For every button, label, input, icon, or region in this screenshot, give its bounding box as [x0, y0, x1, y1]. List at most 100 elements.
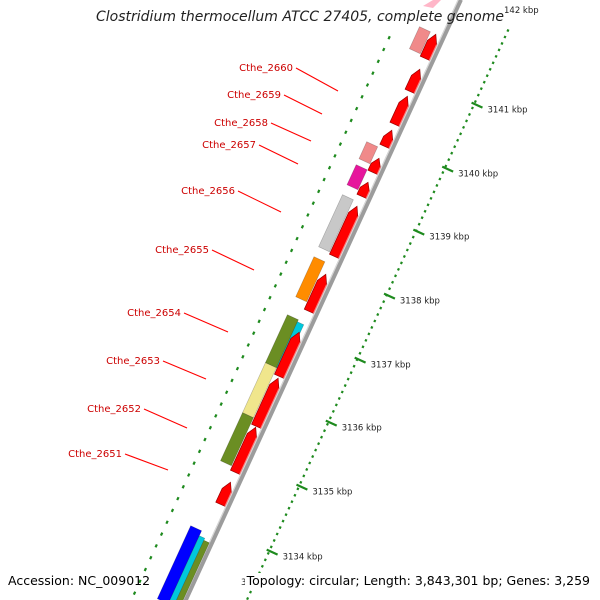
- inner-tick-mark: [219, 402, 223, 406]
- inner-tick-mark: [224, 390, 229, 395]
- cog-band-grey: [318, 194, 354, 253]
- gene-label-leader: [211, 249, 255, 271]
- outer-tick-mark: [503, 35, 507, 39]
- outer-tick-mark: [450, 151, 454, 155]
- inner-tick-mark: [187, 473, 191, 477]
- outer-tick-mark: [417, 222, 421, 226]
- cds-arrow-edge: [260, 388, 280, 429]
- outer-tick-mark: [447, 158, 451, 162]
- outer-tick-mark: [405, 248, 409, 252]
- outer-tick-mark: [429, 196, 433, 200]
- cds-arrow-edge: [224, 492, 232, 507]
- inner-tick-mark: [289, 248, 294, 253]
- outer-tick-mark: [352, 364, 356, 368]
- gene-label: Cthe_2659: [227, 90, 281, 101]
- gene-label-leader: [124, 453, 169, 471]
- tick-label-kbp-cropped: 142 kbp: [504, 6, 539, 16]
- outer-tick-mark: [453, 145, 457, 149]
- inner-tick-mark: [230, 378, 234, 383]
- cds-arrow-edge: [428, 44, 438, 61]
- gene-label: Cthe_2653: [106, 356, 160, 367]
- cds-arrow-edge: [312, 284, 328, 314]
- outer-tick-mark: [349, 371, 353, 375]
- major-tick-mark: [441, 165, 454, 173]
- inner-tick-mark: [360, 94, 364, 99]
- gene-label-leader: [258, 144, 299, 165]
- tick-label-kbp: 3137 kbp: [371, 361, 411, 371]
- cds-arrow-edge: [239, 437, 257, 475]
- tick-label-kbp: 3139 kbp: [429, 233, 469, 243]
- inner-tick-mark: [241, 354, 245, 359]
- inner-tick-mark: [349, 118, 353, 123]
- major-tick-mark: [296, 483, 308, 491]
- outer-tick-mark: [488, 67, 492, 71]
- cds-arrow: [379, 129, 394, 149]
- inner-tick-mark: [322, 177, 326, 182]
- inner-tick-mark: [338, 142, 343, 146]
- inner-tick-mark: [143, 567, 148, 572]
- backbone-line: [182, 0, 463, 600]
- cds-arrow: [329, 205, 359, 259]
- inner-tick-mark: [317, 189, 321, 194]
- cds-arrow: [356, 181, 370, 199]
- cds-arrow-edge: [365, 191, 370, 199]
- outer-tick-mark: [325, 422, 329, 426]
- cog-layer: [156, 0, 441, 600]
- inner-tick-mark: [306, 213, 310, 217]
- inner-tick-mark: [365, 83, 370, 87]
- cds-arrow-edge: [388, 140, 394, 149]
- outer-tick-mark: [302, 474, 306, 478]
- outer-tick-mark: [370, 325, 374, 330]
- inner-tick-mark: [327, 165, 332, 170]
- gene-label: Cthe_2656: [181, 186, 235, 197]
- outer-tick-mark: [340, 390, 344, 394]
- cds-arrow: [230, 426, 257, 475]
- inner-tick-mark: [235, 366, 240, 371]
- tick-label-kbp: 3140 kbp: [458, 170, 498, 180]
- outer-tick-mark: [296, 487, 300, 491]
- outer-tick-mark: [308, 461, 312, 465]
- outer-tick-mark: [328, 416, 332, 420]
- outer-tick-mark: [456, 138, 460, 142]
- outer-tick-mark: [476, 93, 480, 97]
- inner-tick-mark: [170, 508, 175, 513]
- outer-tick-mark: [408, 242, 412, 246]
- outer-tick-mark: [320, 435, 324, 439]
- outer-tick-mark: [299, 480, 303, 484]
- gene-label-leader: [270, 122, 312, 142]
- outer-tick-mark: [411, 235, 415, 239]
- major-tick-mark: [412, 228, 425, 236]
- gene-label-leader: [143, 408, 188, 429]
- outer-tick-mark: [249, 590, 253, 594]
- outer-tick-mark: [388, 287, 392, 291]
- tick-label-kbp: 3138 kbp: [400, 297, 440, 307]
- outer-tick-mark: [444, 164, 448, 168]
- outer-tick-mark: [491, 61, 495, 65]
- gene-label-leader: [183, 312, 229, 333]
- gene-label-leader: [237, 190, 282, 213]
- inner-tick-mark: [197, 449, 202, 454]
- cog-band-olive: [176, 539, 210, 600]
- outer-tick-mark: [441, 171, 445, 175]
- outer-tick-mark: [275, 532, 279, 536]
- cog-band-pink: [358, 141, 379, 165]
- outer-tick-mark: [391, 280, 395, 284]
- cog-band-blue: [156, 525, 202, 600]
- backbone-highlight: [182, 0, 459, 600]
- outer-tick-mark: [396, 267, 400, 271]
- inner-tick-mark: [192, 461, 196, 466]
- outer-tick-mark: [293, 493, 297, 497]
- inner-tick-mark: [208, 425, 213, 430]
- cds-arrow-edge: [283, 342, 301, 379]
- inner-tick-mark: [344, 130, 348, 135]
- outer-tick-mark: [314, 448, 318, 452]
- tick-label-kbp: 3136 kbp: [342, 424, 382, 434]
- gene-label: Cthe_2655: [155, 245, 209, 256]
- inner-tick-mark: [295, 236, 299, 241]
- label-layer: Cthe_2660 Cthe_2659 Cthe_2658 Cthe_2657 Cthe…: [68, 63, 293, 460]
- inner-tick-mark: [252, 331, 256, 336]
- inner-tick-mark: [132, 591, 137, 596]
- outer-tick-mark: [373, 319, 377, 323]
- cds-arrow: [251, 377, 280, 429]
